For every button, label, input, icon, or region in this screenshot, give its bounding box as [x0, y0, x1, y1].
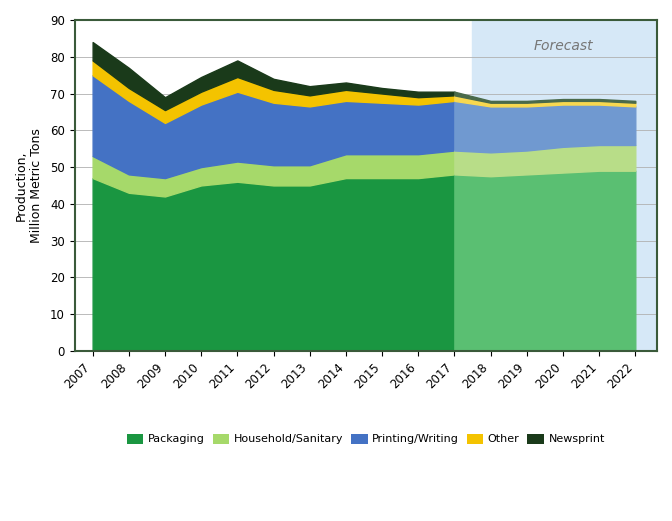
- Bar: [472, 20, 657, 351]
- Text: Forecast: Forecast: [533, 39, 593, 53]
- Y-axis label: Production,
Million Metric Tons: Production, Million Metric Tons: [15, 128, 43, 243]
- Legend: Packaging, Household/Sanitary, Printing/Writing, Other, Newsprint: Packaging, Household/Sanitary, Printing/…: [122, 429, 610, 449]
